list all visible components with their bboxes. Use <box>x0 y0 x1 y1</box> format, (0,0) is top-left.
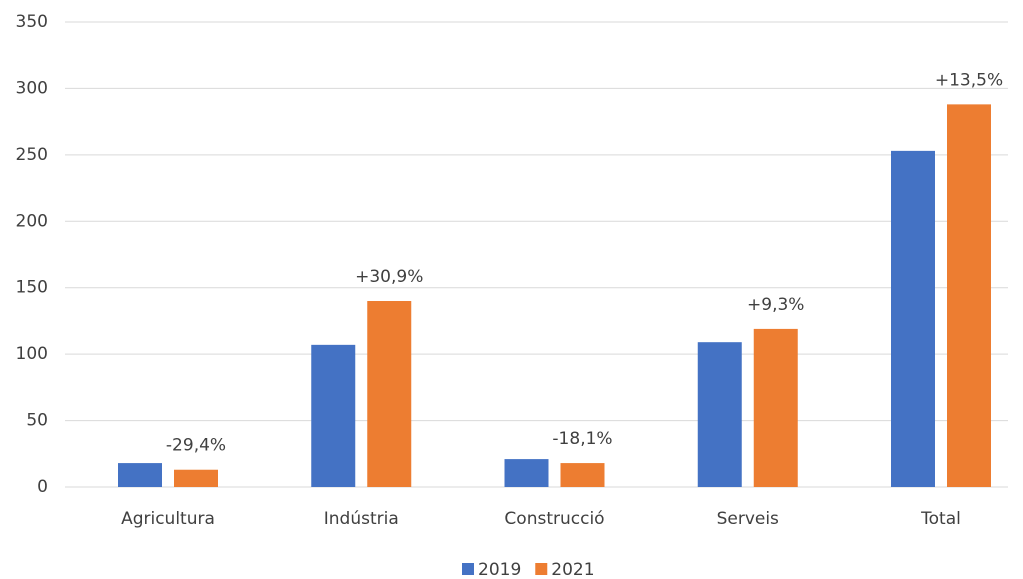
bar <box>947 104 991 487</box>
change-label: +30,9% <box>355 267 423 287</box>
bar <box>118 463 162 487</box>
legend-swatch <box>462 563 474 575</box>
x-tick-label: Construcció <box>504 509 604 529</box>
y-tick-label: 150 <box>16 278 48 298</box>
change-label: -29,4% <box>166 436 226 456</box>
change-label: -18,1% <box>552 429 612 449</box>
bar <box>311 344 356 487</box>
x-tick-label: Total <box>920 509 961 529</box>
legend-label: 2019 <box>478 560 521 579</box>
legend-swatch <box>535 563 548 575</box>
bar <box>504 459 549 487</box>
bar <box>174 469 218 487</box>
y-tick-label: 0 <box>37 477 48 497</box>
bar <box>697 342 742 487</box>
legend-label: 2021 <box>551 560 594 579</box>
change-label: +9,3% <box>747 295 804 315</box>
bar <box>560 463 605 487</box>
change-label: +13,5% <box>935 70 1003 90</box>
bar <box>367 301 412 487</box>
y-tick-label: 100 <box>16 344 48 364</box>
y-tick-label: 50 <box>26 411 48 431</box>
y-tick-label: 200 <box>16 211 48 231</box>
x-tick-label: Indústria <box>324 509 399 529</box>
y-tick-label: 300 <box>16 78 48 98</box>
y-tick-label: 250 <box>16 145 48 165</box>
bar <box>891 150 935 487</box>
y-tick-label: 350 <box>16 12 48 32</box>
x-tick-label: Agricultura <box>121 509 215 529</box>
x-tick-label: Serveis <box>717 509 779 529</box>
bar <box>753 328 798 487</box>
